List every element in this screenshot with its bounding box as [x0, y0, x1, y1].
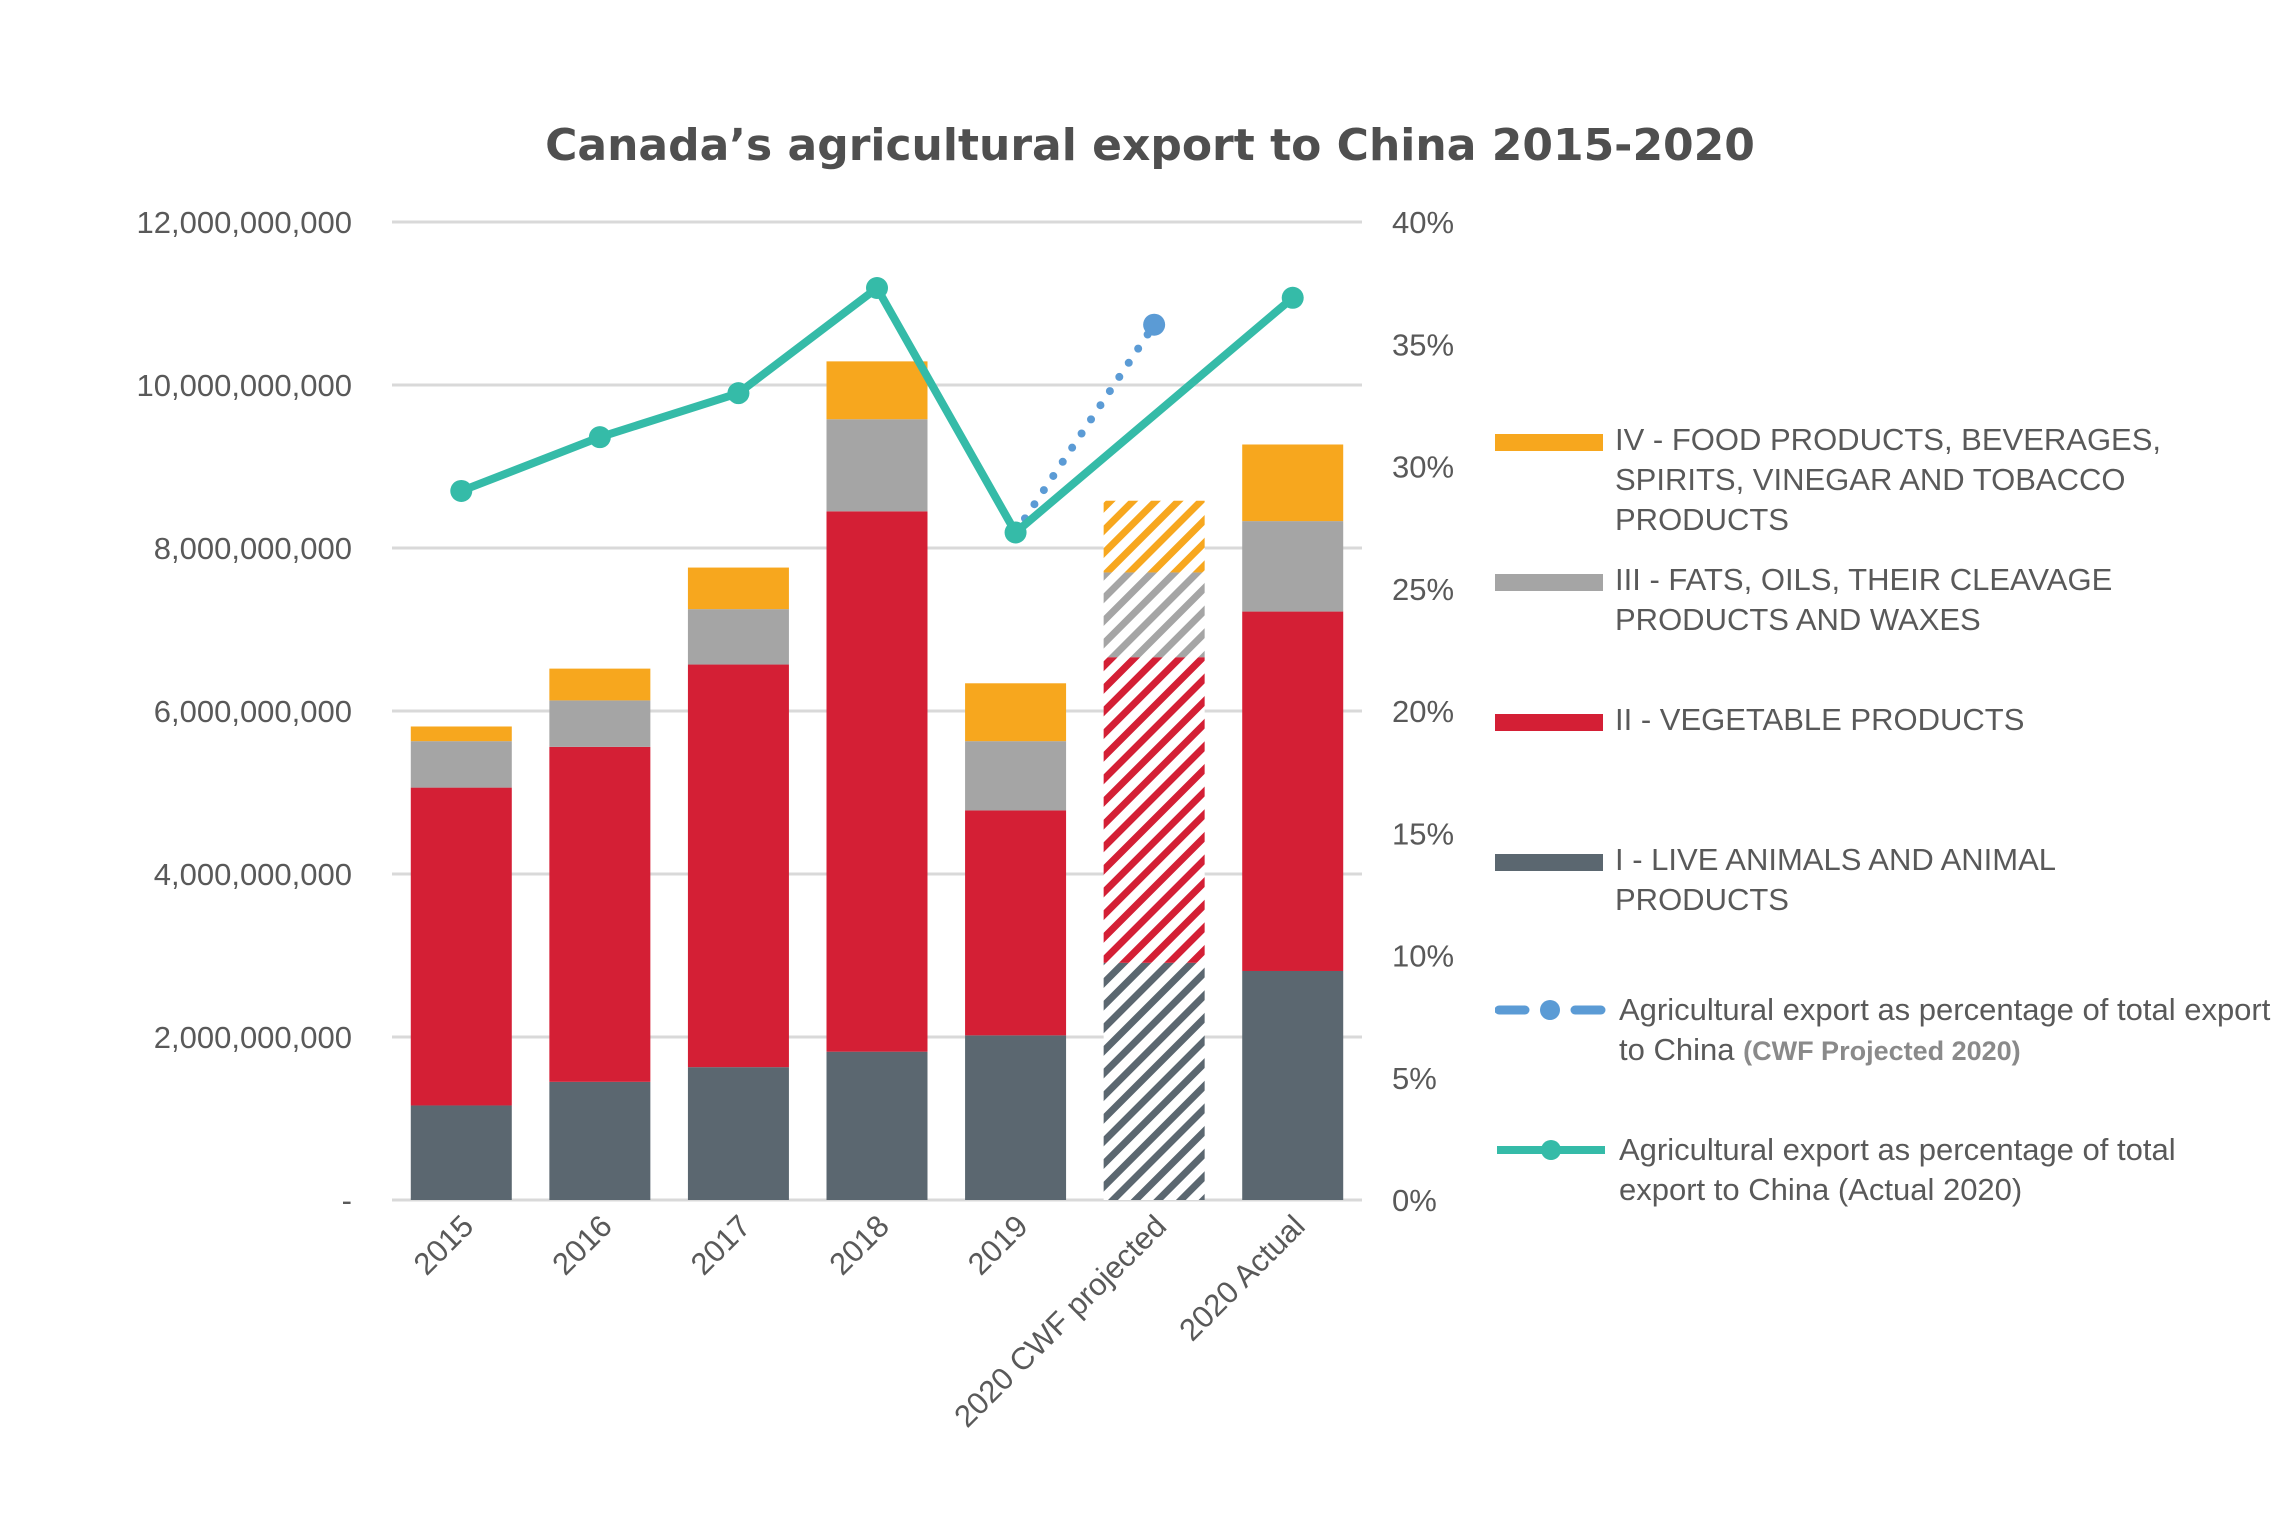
- legend-swatch-iv: [1495, 434, 1603, 451]
- bar-segment: [826, 361, 928, 420]
- right-axis: 0% 5% 10% 15% 20% 25% 30% 35% 40%: [1392, 205, 1454, 1218]
- bar-segment: [687, 664, 789, 1068]
- x-tick-label: 2020 Actual: [1172, 1208, 1311, 1347]
- actual-point: [1004, 521, 1027, 544]
- legend-label-actual: Agricultural export as percentage of tot…: [1619, 1130, 2199, 1210]
- right-tick-label: 35%: [1392, 327, 1454, 362]
- bar-segment: [1242, 521, 1344, 612]
- bar-segment: [1103, 500, 1205, 573]
- legend-swatch-i: [1495, 854, 1603, 871]
- x-tick-label: 2016: [545, 1208, 619, 1282]
- left-axis: - 2,000,000,000 4,000,000,000 6,000,000,000…: [137, 205, 353, 1218]
- bar-segment: [549, 746, 651, 1082]
- legend-label-projected-suffix: (CWF Projected 2020): [1743, 1036, 2021, 1066]
- bar-segment: [1242, 444, 1344, 522]
- actual-point: [866, 277, 888, 300]
- bar-segment: [826, 419, 928, 512]
- legend-item-iii: III - FATS, OILS, THEIR CLEAVAGE PRODUCT…: [1495, 560, 2275, 640]
- legend-item-projected-line: Agricultural export as percentage of tot…: [1495, 990, 2279, 1071]
- dotted-line-marker-icon: [1495, 1000, 1606, 1020]
- legend-label-projected: Agricultural export as percentage of tot…: [1619, 990, 2279, 1071]
- solid-line-marker-icon: [1497, 1140, 1605, 1160]
- actual-point: [1281, 286, 1304, 309]
- legend-swatch-ii: [1495, 714, 1603, 731]
- bar-segment: [687, 609, 789, 665]
- left-tick-label: 4,000,000,000: [154, 857, 352, 892]
- legend-label-actual-suffix: (Actual 2020): [1837, 1172, 2023, 1207]
- bar-segment: [1103, 572, 1205, 658]
- x-tick-label: 2017: [684, 1208, 758, 1282]
- right-tick-label: 5%: [1392, 1061, 1437, 1096]
- bar-segment: [965, 810, 1067, 1036]
- bar-segment: [549, 700, 651, 747]
- legend-label-projected-main: Agricultural export as percentage of tot…: [1619, 992, 2271, 1067]
- bar-segment: [687, 567, 789, 610]
- lines: [450, 277, 1304, 544]
- left-tick-label: 10,000,000,000: [137, 368, 353, 403]
- legend-item-actual-line: Agricultural export as percentage of tot…: [1495, 1130, 2199, 1210]
- legend-label-ii: II - VEGETABLE PRODUCTS: [1615, 702, 2025, 737]
- bar-segment: [826, 1051, 928, 1200]
- right-tick-label: 0%: [1392, 1183, 1437, 1218]
- bar-segment: [410, 787, 512, 1106]
- left-tick-label: 8,000,000,000: [154, 531, 352, 566]
- x-tick-label: 2015: [407, 1208, 481, 1282]
- right-tick-label: 30%: [1392, 450, 1454, 485]
- bar-segment: [1103, 962, 1205, 1200]
- bar-segment: [1242, 611, 1344, 971]
- bars: [410, 361, 1344, 1200]
- bar-segment: [410, 1105, 512, 1200]
- bar-segment: [826, 511, 928, 1052]
- legend-label-iii: III - FATS, OILS, THEIR CLEAVAGE PRODUCT…: [1615, 562, 2113, 637]
- actual-point: [588, 426, 611, 449]
- projected-point: [1143, 313, 1166, 336]
- bar-segment: [549, 668, 651, 701]
- legend-item-ii: II - VEGETABLE PRODUCTS: [1495, 700, 2275, 740]
- bar-segment: [1103, 657, 1205, 963]
- bar-segment: [965, 683, 1067, 742]
- bar-segment: [1242, 970, 1344, 1200]
- right-tick-label: 10%: [1392, 939, 1454, 974]
- chart-title: Canada’s agricultural export to China 20…: [545, 120, 1755, 171]
- actual-line: [459, 284, 1296, 537]
- bar-segment: [965, 741, 1067, 811]
- right-tick-label: 40%: [1392, 205, 1454, 240]
- actual-point: [727, 382, 750, 405]
- bar-segment: [549, 1081, 651, 1200]
- legend-label-i: I - LIVE ANIMALS AND ANIMAL PRODUCTS: [1615, 842, 2055, 917]
- right-tick-label: 25%: [1392, 572, 1454, 607]
- bar-segment: [687, 1067, 789, 1200]
- legend-item-iv: IV - FOOD PRODUCTS, BEVERAGES, SPIRITS, …: [1495, 420, 2275, 540]
- actual-point: [450, 479, 473, 502]
- bar-segment: [410, 741, 512, 788]
- bar-segment: [965, 1035, 1067, 1200]
- left-tick-label: 2,000,000,000: [154, 1020, 352, 1055]
- legend-swatch-iii: [1495, 574, 1603, 591]
- legend-label-actual-main: Agricultural export as percentage of tot…: [1619, 1132, 2176, 1207]
- right-tick-label: 15%: [1392, 816, 1454, 851]
- left-tick-label: 12,000,000,000: [137, 205, 353, 240]
- legend-item-i: I - LIVE ANIMALS AND ANIMAL PRODUCTS: [1495, 840, 2095, 920]
- left-tick-label: 6,000,000,000: [154, 694, 352, 729]
- x-tick-label: 2018: [822, 1208, 896, 1282]
- x-tick-label: 2019: [961, 1208, 1035, 1282]
- right-tick-label: 20%: [1392, 694, 1454, 729]
- legend-label-iv: IV - FOOD PRODUCTS, BEVERAGES, SPIRITS, …: [1615, 422, 2162, 537]
- bar-segment: [410, 726, 512, 742]
- left-tick-label: -: [342, 1183, 352, 1218]
